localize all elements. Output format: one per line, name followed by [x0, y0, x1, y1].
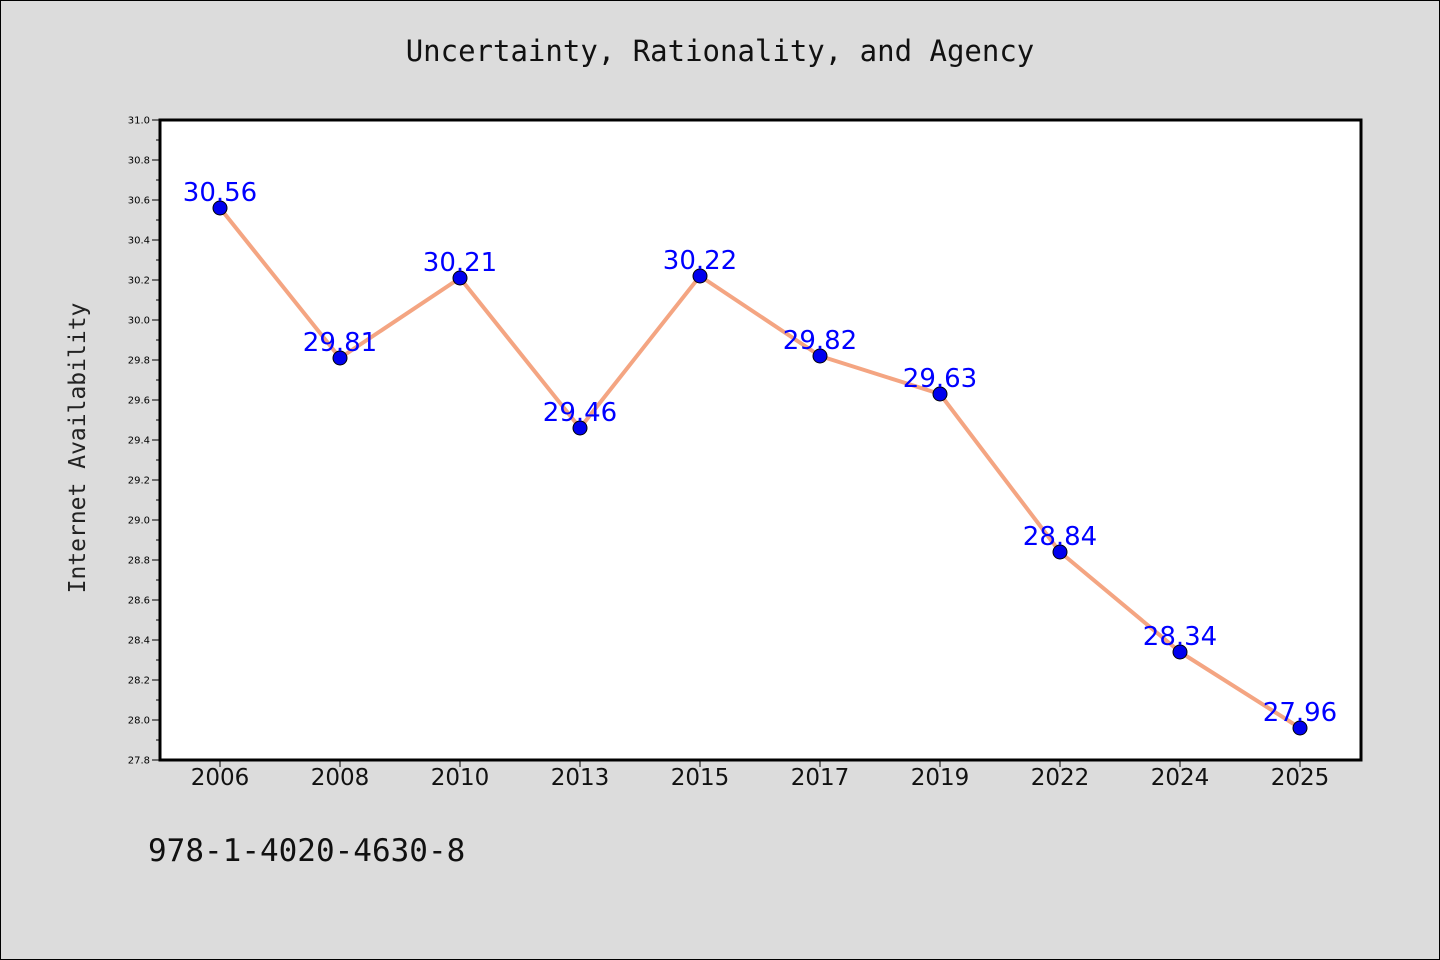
y-axis-label: Internet Availability [65, 302, 91, 594]
plot-area [158, 118, 1363, 762]
y-tick-label: 28.0 [128, 716, 150, 727]
y-tick-label: 30.6 [128, 196, 150, 207]
chart-title: Uncertainty, Rationality, and Agency [405, 34, 1035, 68]
x-tick-label: 2013 [551, 765, 610, 791]
data-label: 30.22 [663, 246, 737, 276]
data-point [332, 350, 348, 366]
data-point [1172, 644, 1188, 660]
data-label: 29.63 [903, 364, 977, 394]
data-label: 29.82 [783, 326, 857, 356]
y-tick-label: 30.4 [128, 236, 150, 247]
y-tick-label: 29.8 [128, 356, 150, 367]
series-layer: 30.56 29.81 30.21 29.46 30.22 29.82 29.63 28.84… [183, 178, 1337, 736]
data-point [1052, 544, 1068, 560]
data-point [212, 200, 228, 216]
data-label: 29.46 [543, 398, 617, 428]
data-point [1292, 720, 1308, 736]
series-line [218, 206, 1302, 730]
isbn-footnote: 978-1-4020-4630-8 [148, 833, 466, 869]
data-point [692, 268, 708, 284]
y-tick-label: 29.6 [128, 396, 150, 407]
y-tick-label: 29.0 [128, 516, 150, 527]
y-tick-label: 29.4 [128, 436, 150, 447]
x-tick-label: 2025 [1271, 765, 1330, 791]
y-axis: 27.8 28.0 28.2 28.4 28.6 28.8 29.0 29.2 29.4 29.6… [128, 116, 160, 767]
data-point [572, 420, 588, 436]
data-point [812, 348, 828, 364]
y-tick-label: 28.4 [128, 636, 150, 647]
data-label: 28.84 [1023, 522, 1097, 552]
y-tick-label: 28.8 [128, 556, 150, 567]
x-axis: 2006 2008 2010 2013 2015 2017 2019 2022 2024 2025 [191, 760, 1330, 791]
x-tick-label: 2024 [1151, 765, 1210, 791]
x-tick-label: 2022 [1031, 765, 1090, 791]
data-label: 28.34 [1143, 622, 1217, 652]
data-label: 30.21 [423, 248, 497, 278]
x-tick-label: 2015 [671, 765, 730, 791]
data-point [932, 386, 948, 402]
y-tick-label: 28.2 [128, 676, 150, 687]
y-tick-label: 28.6 [128, 596, 150, 607]
data-label: 27.96 [1263, 698, 1337, 728]
x-tick-label: 2006 [191, 765, 250, 791]
x-tick-label: 2017 [791, 765, 850, 791]
y-tick-label: 30.2 [128, 276, 150, 287]
y-tick-label: 29.2 [128, 476, 150, 487]
y-tick-label: 27.8 [128, 756, 150, 767]
y-tick-label: 30.0 [128, 316, 150, 327]
data-label: 30.56 [183, 178, 257, 208]
data-label: 29.81 [303, 328, 377, 358]
x-tick-label: 2010 [431, 765, 490, 791]
data-point [452, 270, 468, 286]
y-tick-label: 30.8 [128, 156, 150, 167]
y-tick-label: 31.0 [128, 116, 150, 127]
x-tick-label: 2019 [911, 765, 970, 791]
x-tick-label: 2008 [311, 765, 370, 791]
